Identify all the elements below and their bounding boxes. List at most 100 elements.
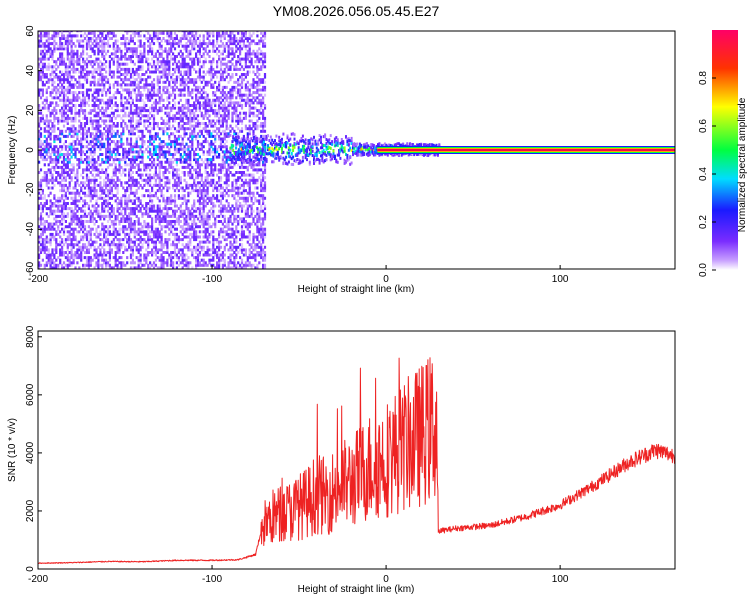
heatmap-cell <box>202 78 205 82</box>
heatmap-cell <box>198 181 201 185</box>
heatmap-cell <box>177 235 180 239</box>
heatmap-cell <box>112 230 115 234</box>
heatmap-cell <box>185 142 188 146</box>
heatmap-cell <box>85 238 89 242</box>
heatmap-cell <box>38 65 41 69</box>
heatmap-cell <box>221 109 224 113</box>
heatmap-cell <box>172 240 175 244</box>
heatmap-cell <box>173 196 177 200</box>
heatmap-cell <box>204 109 207 113</box>
heatmap-cell <box>137 258 140 262</box>
heatmap-cell <box>120 62 123 66</box>
heatmap-cell <box>195 39 198 43</box>
heatmap-cell <box>126 207 129 211</box>
heatmap-cell <box>95 191 98 195</box>
heatmap-cell <box>80 52 83 56</box>
heatmap-cell <box>189 31 192 35</box>
heatmap-cell <box>151 217 154 221</box>
heatmap-cell <box>166 209 169 213</box>
heatmap-cell <box>122 155 125 159</box>
heatmap-cell <box>183 134 186 138</box>
heatmap-cell <box>103 57 106 61</box>
heatmap-cell <box>189 261 192 265</box>
heatmap-cell <box>160 165 163 169</box>
heatmap-cell <box>154 230 157 234</box>
heatmap-cell <box>76 243 79 247</box>
heatmap-cell <box>49 235 52 239</box>
heatmap-cell <box>210 104 213 107</box>
heatmap-cell <box>196 163 200 167</box>
heatmap-cell <box>70 150 73 154</box>
heatmap-cell <box>114 124 117 128</box>
heatmap-cell <box>208 183 211 187</box>
heatmap-cell <box>218 235 221 239</box>
heatmap-cell <box>193 134 196 138</box>
heatmap-cell <box>172 168 175 172</box>
heatmap-cell <box>191 80 194 84</box>
heatmap-cell <box>191 104 194 107</box>
heatmap-cell <box>80 137 83 141</box>
heatmap-cell <box>70 145 73 149</box>
heatmap-cell <box>191 207 194 211</box>
heatmap-cell <box>179 119 182 123</box>
heatmap-cell <box>59 209 62 213</box>
heatmap-cell <box>204 253 207 257</box>
heatmap-cell <box>106 129 110 133</box>
heatmap-cell <box>206 263 209 267</box>
heatmap-cell <box>108 163 111 167</box>
heatmap-cell <box>179 98 182 102</box>
heatmap-cell <box>181 194 184 198</box>
heatmap-cell <box>110 209 113 213</box>
heatmap-cell <box>49 240 52 244</box>
heatmap-cell <box>105 173 108 177</box>
heatmap-cell <box>175 34 178 38</box>
heatmap-cell <box>175 183 178 187</box>
heatmap-cell <box>122 104 125 107</box>
heatmap-cell <box>101 73 104 76</box>
heatmap-cell <box>210 232 213 236</box>
heatmap-cell <box>193 245 196 249</box>
heatmap-cell <box>206 83 209 87</box>
heatmap-cell <box>214 251 217 254</box>
heatmap-cell <box>83 62 87 66</box>
heatmap-cell <box>206 93 209 97</box>
heatmap-cell <box>210 42 213 46</box>
heatmap-cell <box>212 214 215 218</box>
heatmap-cell <box>105 111 108 115</box>
heatmap-cell <box>162 214 165 218</box>
heatmap-cell <box>204 60 207 64</box>
heatmap-cell <box>149 49 152 53</box>
heatmap-cell <box>85 47 89 51</box>
heatmap-cell <box>198 191 201 195</box>
heatmap-cell <box>82 52 85 56</box>
heatmap-cell <box>53 114 56 118</box>
heatmap-cell <box>78 60 81 64</box>
heatmap-cell <box>106 176 110 180</box>
heatmap-cell <box>141 225 144 229</box>
heatmap-cell <box>210 207 213 211</box>
heatmap-cell <box>135 248 138 252</box>
heatmap-cell <box>64 37 67 40</box>
heatmap-cell <box>185 258 188 262</box>
heatmap-cell <box>78 39 81 43</box>
heatmap-cell <box>74 119 77 123</box>
heatmap-cell <box>168 196 171 200</box>
heatmap-cell <box>154 101 157 105</box>
heatmap-cell <box>112 243 115 247</box>
heatmap-cell <box>185 230 188 234</box>
heatmap-cell <box>82 116 85 120</box>
heatmap-cell <box>62 261 66 265</box>
heatmap-cell <box>89 119 92 123</box>
heatmap-cell <box>62 109 66 113</box>
heatmap-cell <box>95 96 98 100</box>
heatmap-cell <box>51 253 54 257</box>
heatmap-cell <box>158 52 161 56</box>
heatmap-cell <box>122 168 125 172</box>
heatmap-cell <box>68 261 71 265</box>
heatmap-cell <box>168 73 171 76</box>
heatmap-cell <box>166 145 169 149</box>
heatmap-cell <box>198 101 201 105</box>
heatmap-cell <box>152 31 156 35</box>
heatmap-cell <box>187 158 190 162</box>
heatmap-cell <box>87 207 90 211</box>
